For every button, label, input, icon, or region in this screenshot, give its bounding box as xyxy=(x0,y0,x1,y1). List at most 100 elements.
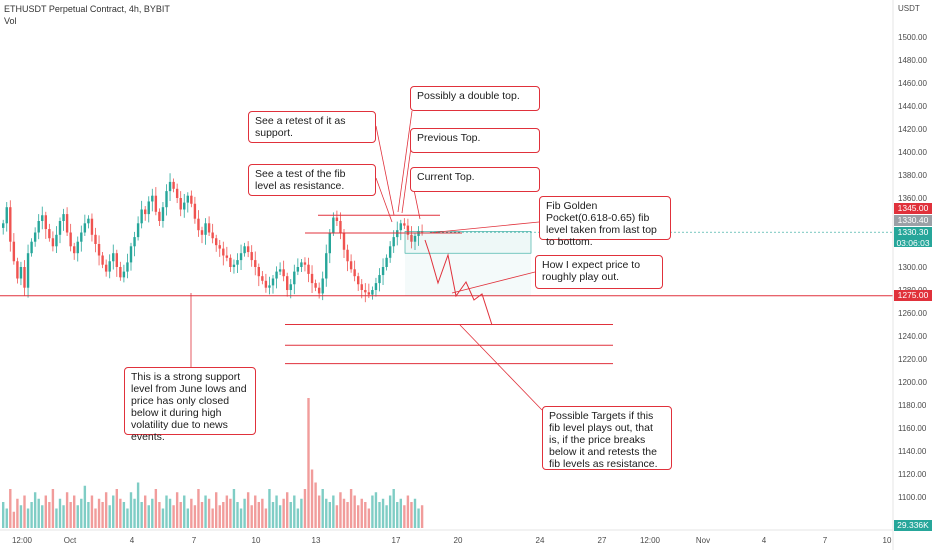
volume-bar xyxy=(321,489,324,528)
volume-bar xyxy=(406,495,410,528)
annotation-double-top[interactable]: Possibly a double top. xyxy=(410,86,540,111)
volume-bar xyxy=(30,502,33,528)
volume-bar xyxy=(183,495,186,528)
volume-bar xyxy=(16,498,19,528)
candle-body xyxy=(151,195,154,202)
annotation-targets[interactable]: Possible Targets if this fib level plays… xyxy=(542,406,672,470)
candle-body xyxy=(328,232,331,254)
volume-bar xyxy=(218,505,221,528)
candle-body xyxy=(342,232,346,250)
volume-bar xyxy=(108,505,111,528)
symbol-title: ETHUSDT Perpetual Contract, 4h, BYBIT xyxy=(4,4,170,14)
volume-bar xyxy=(144,495,147,528)
candle-body xyxy=(204,223,207,235)
candle-body xyxy=(193,203,197,219)
candle-body xyxy=(229,257,232,267)
volume-bar xyxy=(261,498,264,528)
candle-body xyxy=(65,214,69,233)
candle-body xyxy=(371,290,374,295)
candle-body xyxy=(360,284,363,290)
volume-bar xyxy=(278,505,282,528)
volume-bar xyxy=(5,508,8,528)
candle-body xyxy=(282,269,285,277)
candle-body xyxy=(293,271,296,285)
volume-bar xyxy=(371,495,374,528)
candle-body xyxy=(211,232,214,239)
price-tick-label: 1440.00 xyxy=(898,102,927,111)
volume-bar xyxy=(154,489,158,528)
volume-bar xyxy=(51,489,55,528)
volume-bar xyxy=(48,502,51,528)
candle-body xyxy=(264,280,268,288)
candle-body xyxy=(399,223,402,231)
price-tick-label: 1200.00 xyxy=(898,378,927,387)
volume-bar xyxy=(374,492,378,528)
price-tick-label: 1100.00 xyxy=(898,493,927,502)
time-tick-label: 27 xyxy=(598,536,607,545)
volume-bar xyxy=(69,502,72,528)
candle-body xyxy=(197,218,200,231)
annotation-retest[interactable]: See a retest of it as support. xyxy=(248,111,376,143)
volume-bar xyxy=(9,489,12,528)
candle-body xyxy=(158,211,161,221)
annotation-current-top[interactable]: Current Top. xyxy=(410,167,540,192)
time-tick-label: 24 xyxy=(536,536,545,545)
volume-bar xyxy=(303,489,307,528)
volume-bar xyxy=(165,495,168,528)
time-tick-label: 10 xyxy=(883,536,892,545)
candle-body xyxy=(101,255,104,265)
candle-body xyxy=(115,253,118,267)
candle-body xyxy=(16,261,19,279)
volume-bar xyxy=(225,495,229,528)
bar-countdown: 03:06:03 xyxy=(896,238,930,248)
volume-bar xyxy=(73,495,76,528)
candle-body xyxy=(108,261,111,272)
annotation-fib-test[interactable]: See a test of the fib level as resistanc… xyxy=(248,164,376,196)
candle-body xyxy=(94,234,97,244)
time-tick-label: 12:00 xyxy=(12,536,33,545)
volume-bar xyxy=(410,502,413,528)
candle-body xyxy=(367,292,371,295)
annotation-connector xyxy=(451,271,536,294)
volume-bar xyxy=(286,492,289,528)
candle-body xyxy=(303,262,307,265)
volume-bar xyxy=(2,502,5,528)
annotation-previous-top[interactable]: Previous Top. xyxy=(410,128,540,153)
time-tick-label: 17 xyxy=(392,536,401,545)
candle-body xyxy=(232,264,236,267)
fib-pocket-zone xyxy=(404,231,532,254)
volume-bar xyxy=(151,498,154,528)
annotation-connector xyxy=(375,177,393,223)
candle-body xyxy=(225,255,229,258)
candle-body xyxy=(2,223,5,228)
fib-pocket-lower-zone xyxy=(405,253,531,296)
candle-body xyxy=(300,262,303,267)
time-tick-label: Oct xyxy=(64,536,77,545)
candle-body xyxy=(420,231,424,233)
volume-bar xyxy=(161,508,165,528)
candle-body xyxy=(257,267,260,277)
volume-bar xyxy=(257,502,260,528)
candle-body xyxy=(207,223,211,233)
volume-bar xyxy=(129,492,133,528)
volume-bar xyxy=(268,489,271,528)
volume-bar xyxy=(172,505,175,528)
volume-bar xyxy=(140,502,143,528)
candle-body xyxy=(172,181,175,189)
candle-body xyxy=(190,195,193,204)
annotation-expectation[interactable]: How I expect price to roughly play out. xyxy=(535,255,663,289)
volume-bar xyxy=(360,498,363,528)
price-badge-high: 1345.00 xyxy=(894,203,932,214)
annotation-golden-pocket[interactable]: Fib Golden Pocket(0.618-0.65) fib level … xyxy=(539,196,671,248)
volume-bar xyxy=(222,502,225,528)
candle-body xyxy=(388,246,392,258)
candle-body xyxy=(126,262,129,272)
volume-indicator-label: Vol xyxy=(4,16,17,26)
annotation-support[interactable]: This is a strong support level from June… xyxy=(124,367,256,443)
price-badge-support: 1275.00 xyxy=(894,290,932,301)
candle-body xyxy=(381,267,385,276)
candle-body xyxy=(87,218,90,224)
candle-body xyxy=(80,232,83,242)
candle-body xyxy=(289,284,292,290)
